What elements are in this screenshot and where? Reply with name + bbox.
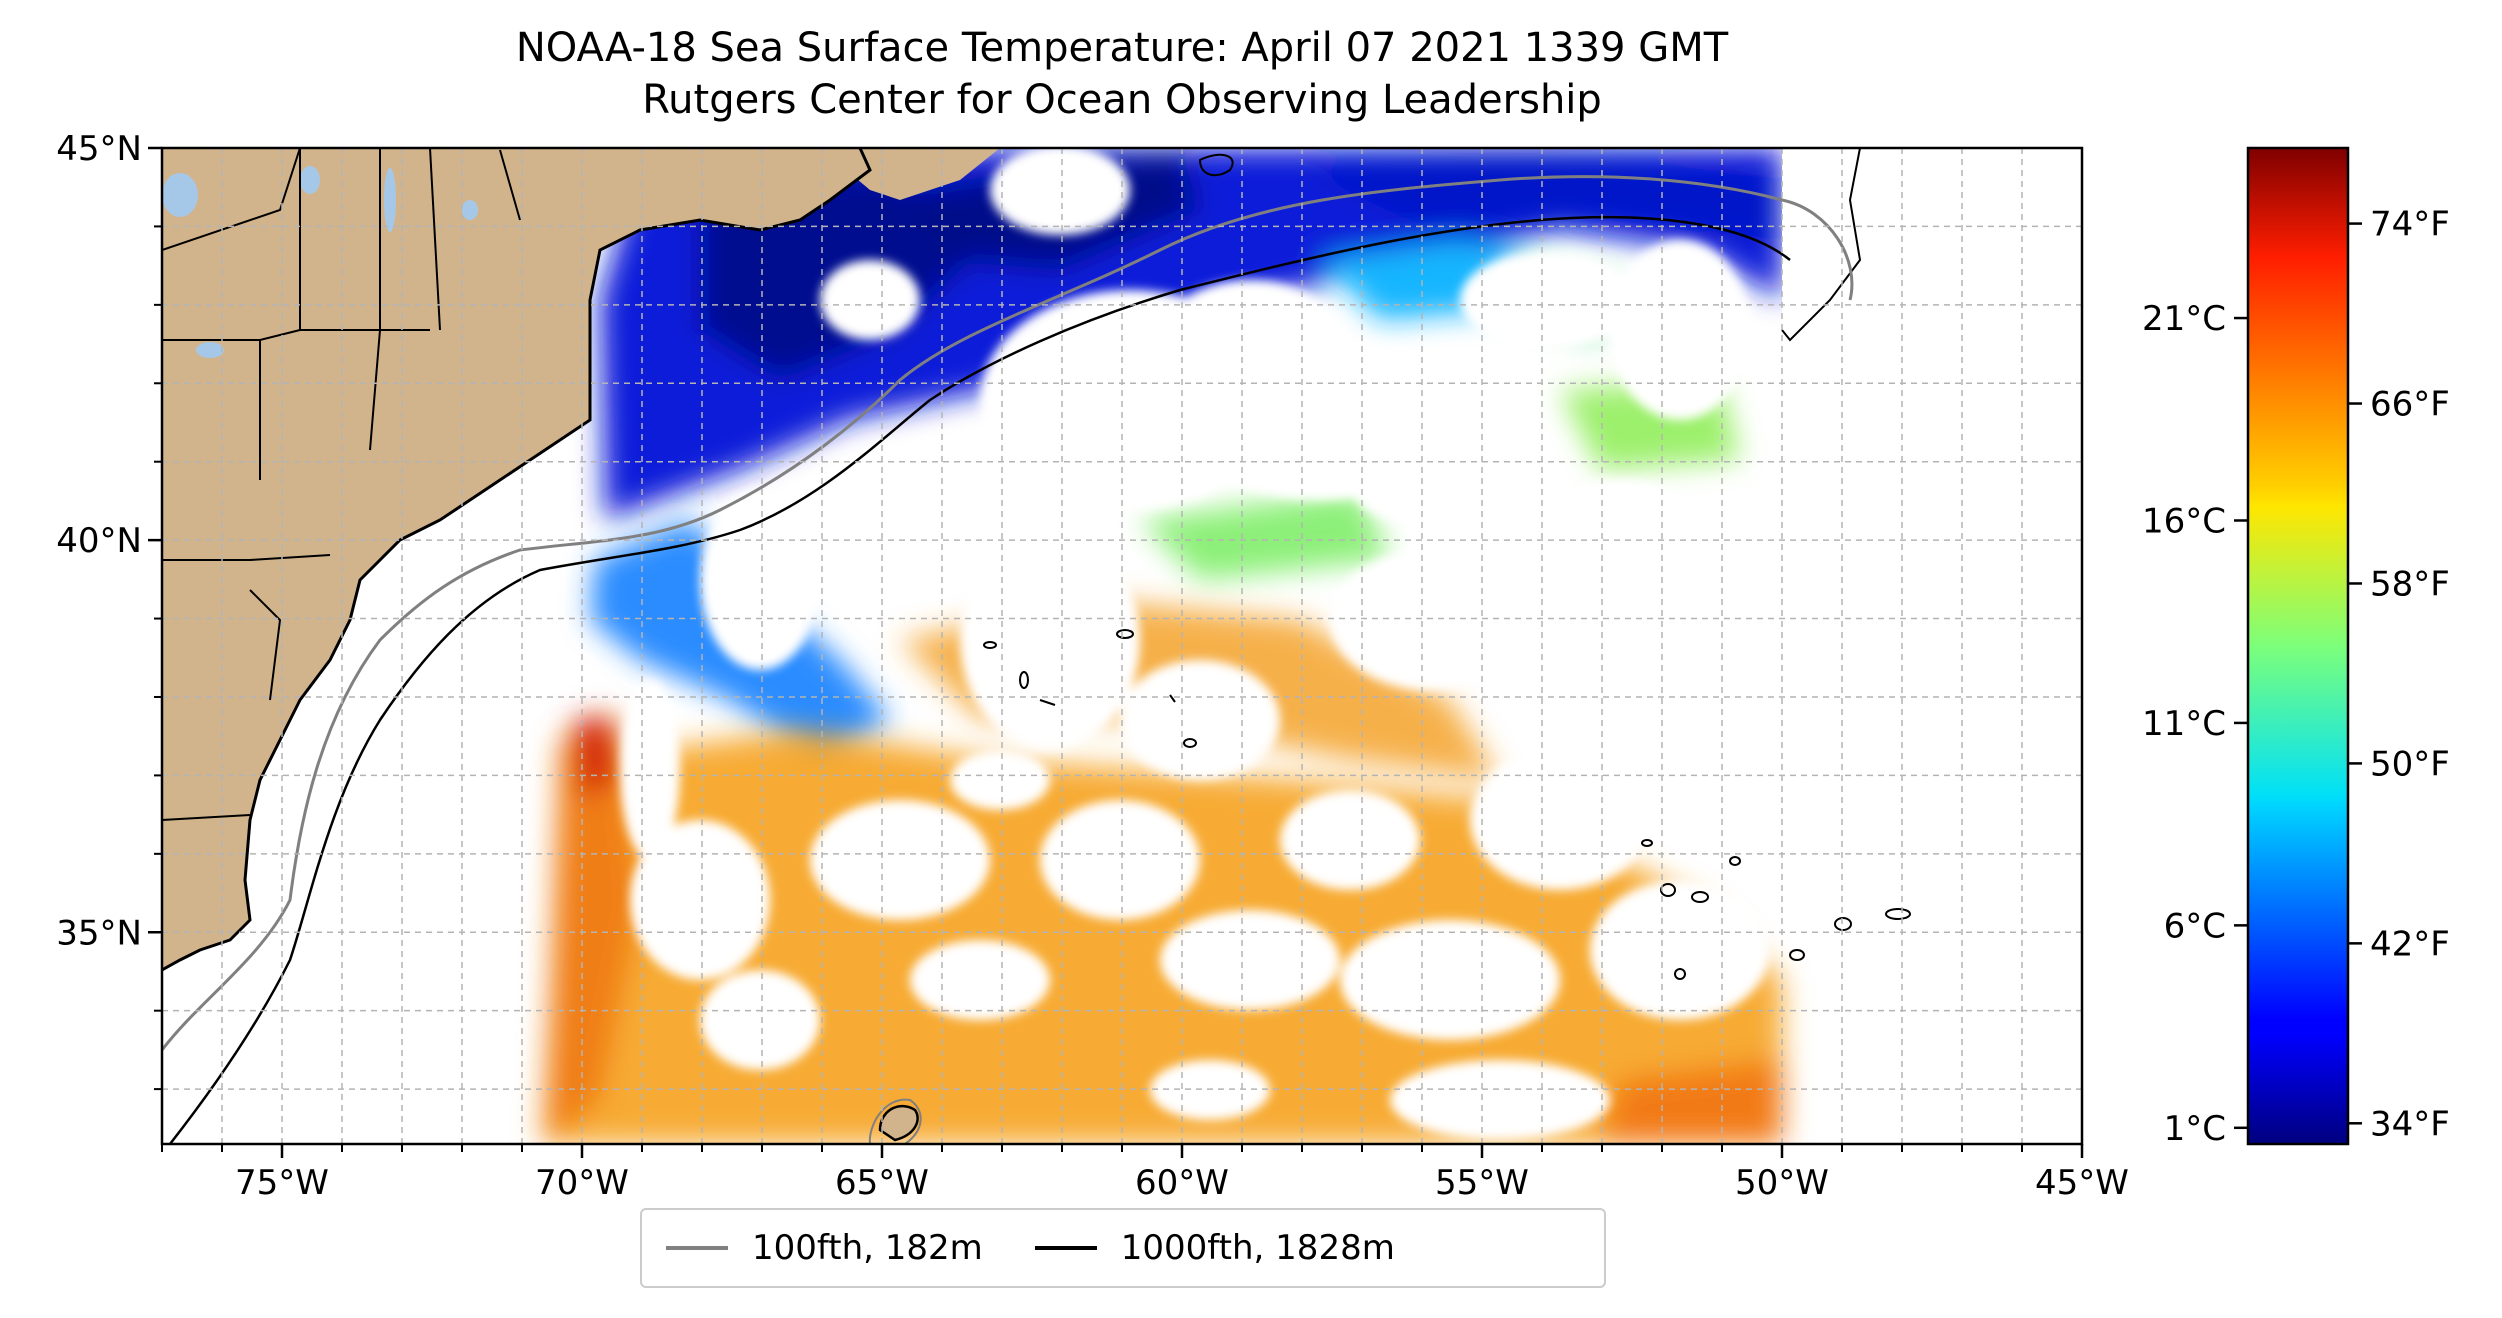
celsius-tick-label: 21°C	[2142, 299, 2226, 339]
sst-swath	[542, 148, 1782, 1144]
map-area	[162, 148, 2082, 1144]
lon-tick-label: 55°W	[1435, 1163, 1529, 1203]
fahrenheit-tick-label: 74°F	[2370, 205, 2450, 245]
title-line-2: Rutgers Center for Ocean Observing Leade…	[642, 77, 1602, 123]
colorbar: 1°C 6°C 11°C 16°C 21°C 34°F 42°F 50°F 58°F 66°F 74…	[2142, 146, 2450, 1149]
contour-legend: 100fth, 182m 1000fth, 1828m	[640, 1208, 1606, 1288]
fahrenheit-tick-label: 34°F	[2370, 1104, 2450, 1144]
lon-tick-label: 70°W	[535, 1163, 629, 1203]
lat-tick-label: 45°N	[56, 129, 142, 169]
colorbar-gradient	[2248, 148, 2348, 1144]
fahrenheit-tick-label: 50°F	[2370, 744, 2450, 784]
legend-item-100fth: 100fth, 182m	[666, 1228, 983, 1268]
legend-line-1000fth	[1034, 1246, 1097, 1250]
celsius-tick-label: 11°C	[2142, 704, 2226, 744]
legend-line-100fth	[666, 1246, 728, 1250]
page-title: NOAA-18 Sea Surface Temperature: April 0…	[162, 22, 2082, 126]
legend-label-100fth: 100fth, 182m	[752, 1228, 983, 1268]
lat-tick-label: 35°N	[56, 913, 142, 953]
land-mass	[162, 148, 1862, 972]
lat-tick-label: 40°N	[56, 521, 142, 561]
fahrenheit-tick-label: 66°F	[2370, 385, 2450, 425]
lon-tick-label: 60°W	[1135, 1163, 1229, 1203]
celsius-tick-label: 1°C	[2164, 1109, 2226, 1149]
gridlines	[162, 148, 2082, 1144]
lon-tick-label: 45°W	[2035, 1163, 2129, 1203]
celsius-tick-label: 6°C	[2164, 906, 2226, 946]
lon-tick-label: 50°W	[1735, 1163, 1829, 1203]
fahrenheit-tick-label: 42°F	[2370, 924, 2450, 964]
title-line-1: NOAA-18 Sea Surface Temperature: April 0…	[515, 25, 1729, 71]
bathymetry-contours	[162, 153, 1911, 1144]
fahrenheit-tick-label: 58°F	[2370, 564, 2450, 604]
legend-item-1000fth: 1000fth, 1828m	[1034, 1228, 1395, 1268]
legend-label-1000fth: 1000fth, 1828m	[1120, 1228, 1395, 1268]
lon-tick-label: 75°W	[235, 1163, 329, 1203]
celsius-tick-label: 16°C	[2142, 501, 2226, 541]
colorbar-frame	[2246, 146, 2350, 1146]
map-axes: 75°W 70°W 65°W 60°W 55°W 50°W 45°W 45°N 40°N 35°N	[56, 129, 2129, 1203]
lon-tick-label: 65°W	[835, 1163, 929, 1203]
